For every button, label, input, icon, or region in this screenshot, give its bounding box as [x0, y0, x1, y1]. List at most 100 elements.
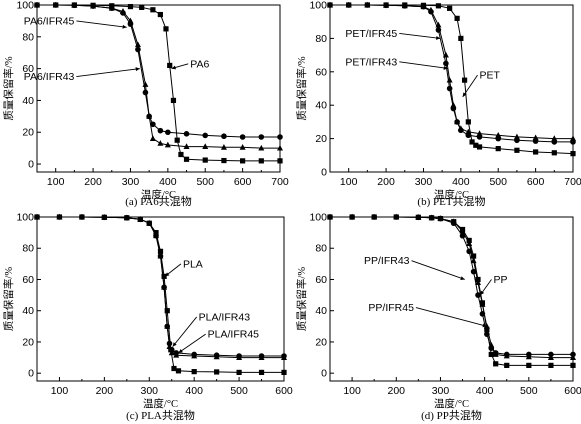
plot-frame — [329, 216, 574, 382]
plot-frame — [36, 4, 281, 173]
data-point — [153, 232, 160, 239]
data-point — [446, 85, 453, 92]
series-pet-ifr43 — [327, 2, 576, 145]
data-point — [327, 213, 333, 220]
data-point — [239, 144, 246, 150]
data-point — [570, 135, 576, 141]
series-line — [330, 4, 573, 143]
panel-caption: (a) PA6共混物 — [125, 194, 192, 208]
data-point — [469, 139, 475, 145]
series-pp-ifr45 — [327, 213, 576, 360]
x-tick-label: 400 — [185, 385, 203, 397]
data-point — [371, 213, 378, 220]
x-tick-label: 400 — [159, 176, 177, 188]
annotation-label: PLA/IFR43 — [199, 311, 251, 323]
data-point — [513, 133, 520, 140]
y-axis-label: 质量保留率/% — [295, 267, 308, 331]
panel-d-pp: 100 200 300 400 500 600 0 20 40 60 80 100 温度/°C 质量保留率… — [295, 212, 581, 423]
data-point — [157, 140, 164, 146]
y-tick-label: 60 — [315, 66, 327, 78]
annotation-label: PLA — [183, 258, 203, 270]
data-point — [475, 292, 481, 298]
data-point — [183, 156, 190, 162]
x-tick-label: 100 — [51, 385, 69, 397]
data-point — [526, 362, 532, 368]
data-point — [236, 369, 242, 376]
y-tick-label: 0 — [321, 167, 327, 179]
data-point — [150, 7, 156, 13]
x-tick-label: 300 — [122, 176, 140, 188]
data-point — [465, 119, 471, 125]
annotation-leader — [178, 333, 206, 354]
data-point — [525, 353, 532, 360]
data-point — [420, 3, 427, 10]
data-point — [281, 369, 287, 376]
data-point — [202, 157, 208, 163]
annotation-leader — [172, 316, 198, 347]
data-point — [191, 369, 197, 375]
data-point — [202, 143, 209, 149]
data-point — [167, 62, 173, 69]
y-axis-label: 质量保留率/% — [2, 267, 15, 331]
data-point — [221, 157, 227, 164]
data-point — [127, 21, 134, 27]
x-tick-label: 500 — [489, 176, 507, 188]
annotation-leader — [415, 307, 487, 327]
x-tick-label: 200 — [377, 176, 395, 188]
annotation-leader — [76, 20, 127, 28]
data-point — [393, 213, 400, 220]
x-tick-label: 300 — [141, 385, 159, 397]
x-tick-label: 200 — [84, 176, 102, 188]
panel-caption: (d) PP共混物 — [421, 408, 482, 422]
data-point — [473, 142, 479, 148]
annotation-label: PP — [493, 274, 507, 286]
panel-b-pet: 100 200 300 400 500 600 700 0 20 40 60 80 100 温度/°C 质量… — [295, 0, 581, 208]
data-point — [258, 158, 264, 164]
x-tick-label: 600 — [234, 176, 252, 188]
data-point — [570, 354, 576, 360]
annotation-leader — [399, 61, 448, 69]
data-point — [570, 151, 576, 157]
data-point — [123, 214, 130, 221]
annotation-arrowhead — [164, 272, 170, 277]
annotation-label: PA6 — [190, 58, 209, 70]
y-tick-label: 20 — [315, 133, 327, 145]
data-point — [56, 213, 63, 220]
data-point — [465, 132, 472, 139]
series-pp — [327, 214, 576, 368]
data-point — [428, 8, 434, 15]
data-point — [503, 352, 510, 359]
y-tick-label: 40 — [22, 95, 34, 107]
data-point — [120, 10, 126, 16]
data-point — [183, 131, 190, 137]
y-tick-label: 40 — [315, 100, 327, 112]
data-point — [149, 135, 156, 141]
plot-frame — [329, 4, 574, 173]
y-tick-label: 0 — [28, 159, 34, 171]
series-pla — [34, 214, 287, 376]
x-tick-label: 400 — [452, 176, 470, 188]
data-point — [170, 97, 177, 104]
data-point — [101, 214, 108, 220]
y-tick-label: 60 — [315, 274, 327, 286]
data-point — [458, 127, 464, 134]
data-point — [470, 268, 477, 275]
x-axis-label: 温度/°C — [434, 188, 469, 201]
data-point — [475, 279, 482, 285]
data-point — [514, 147, 520, 153]
series-pet-ifr45 — [327, 1, 576, 141]
data-point — [135, 46, 141, 53]
data-point — [450, 101, 457, 108]
data-point — [570, 139, 576, 145]
data-point — [533, 149, 539, 155]
data-point — [258, 144, 265, 151]
x-tick-label: 200 — [388, 385, 406, 397]
series-line — [330, 216, 573, 359]
data-point — [146, 219, 153, 226]
data-point — [157, 11, 163, 18]
y-tick-label: 60 — [22, 274, 34, 286]
data-point — [220, 144, 227, 150]
y-tick-label: 100 — [16, 0, 34, 12]
data-point — [171, 365, 177, 372]
